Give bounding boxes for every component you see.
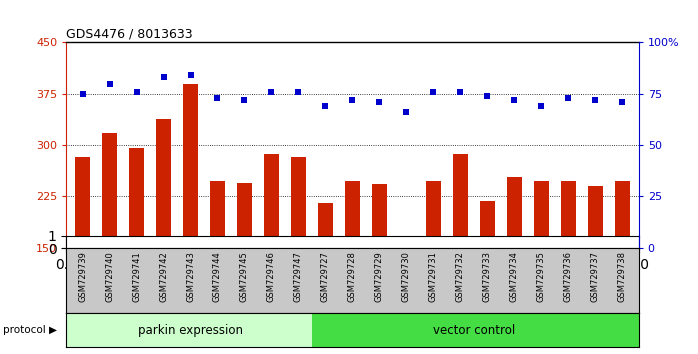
Point bbox=[536, 103, 547, 109]
Point bbox=[77, 91, 88, 97]
Text: GSM729732: GSM729732 bbox=[456, 251, 465, 302]
Bar bbox=[312, 313, 639, 347]
Bar bbox=[372, 184, 387, 248]
Point bbox=[590, 97, 601, 103]
Bar bbox=[156, 119, 171, 248]
Bar bbox=[75, 157, 90, 248]
Point bbox=[563, 95, 574, 101]
Point bbox=[266, 89, 277, 95]
Bar bbox=[399, 246, 414, 248]
Bar bbox=[480, 201, 495, 248]
Point bbox=[347, 97, 358, 103]
Point bbox=[455, 89, 466, 95]
Text: GSM729746: GSM729746 bbox=[267, 251, 276, 302]
Point bbox=[293, 89, 304, 95]
Bar bbox=[102, 133, 117, 248]
Text: GSM729730: GSM729730 bbox=[402, 251, 411, 302]
Point bbox=[617, 99, 628, 105]
Bar bbox=[264, 154, 279, 248]
Point bbox=[212, 95, 223, 101]
Bar bbox=[129, 148, 144, 248]
Text: GSM729738: GSM729738 bbox=[618, 251, 627, 302]
Text: GSM729727: GSM729727 bbox=[321, 251, 330, 302]
Bar bbox=[345, 181, 360, 248]
Text: GSM729728: GSM729728 bbox=[348, 251, 357, 302]
Bar bbox=[426, 181, 441, 248]
Bar bbox=[237, 183, 252, 248]
Text: GDS4476 / 8013633: GDS4476 / 8013633 bbox=[66, 28, 193, 41]
Bar bbox=[534, 181, 549, 248]
Bar bbox=[453, 154, 468, 248]
Text: GSM729733: GSM729733 bbox=[483, 251, 492, 302]
Point bbox=[401, 109, 412, 115]
Point bbox=[509, 97, 520, 103]
Point bbox=[428, 89, 439, 95]
Text: GSM729735: GSM729735 bbox=[537, 251, 546, 302]
Text: protocol ▶: protocol ▶ bbox=[3, 325, 57, 335]
Text: parkin expression: parkin expression bbox=[138, 324, 243, 337]
Text: GSM729741: GSM729741 bbox=[132, 251, 141, 302]
Text: GSM729740: GSM729740 bbox=[105, 251, 114, 302]
Point bbox=[131, 89, 142, 95]
Text: GSM729734: GSM729734 bbox=[510, 251, 519, 302]
Bar bbox=[507, 177, 522, 248]
Bar bbox=[318, 203, 333, 248]
Text: GSM729737: GSM729737 bbox=[591, 251, 600, 302]
Text: vector control: vector control bbox=[433, 324, 515, 337]
Point bbox=[185, 73, 196, 78]
Text: GSM729742: GSM729742 bbox=[159, 251, 168, 302]
Text: GSM729745: GSM729745 bbox=[240, 251, 249, 302]
Bar bbox=[210, 181, 225, 248]
Text: GSM729743: GSM729743 bbox=[186, 251, 195, 302]
Text: GSM729731: GSM729731 bbox=[429, 251, 438, 302]
Point bbox=[374, 99, 385, 105]
Bar bbox=[291, 157, 306, 248]
Text: GSM729729: GSM729729 bbox=[375, 251, 384, 302]
Text: GSM729744: GSM729744 bbox=[213, 251, 222, 302]
Point bbox=[158, 75, 169, 80]
Bar bbox=[183, 84, 198, 248]
Bar bbox=[561, 181, 576, 248]
Bar bbox=[615, 181, 630, 248]
Point bbox=[239, 97, 250, 103]
Bar bbox=[588, 186, 603, 248]
Bar bbox=[66, 313, 312, 347]
Point bbox=[104, 81, 115, 86]
Text: GSM729739: GSM729739 bbox=[78, 251, 87, 302]
Point bbox=[320, 103, 331, 109]
Point bbox=[482, 93, 493, 99]
Text: GSM729736: GSM729736 bbox=[564, 251, 573, 302]
Text: GSM729747: GSM729747 bbox=[294, 251, 303, 302]
